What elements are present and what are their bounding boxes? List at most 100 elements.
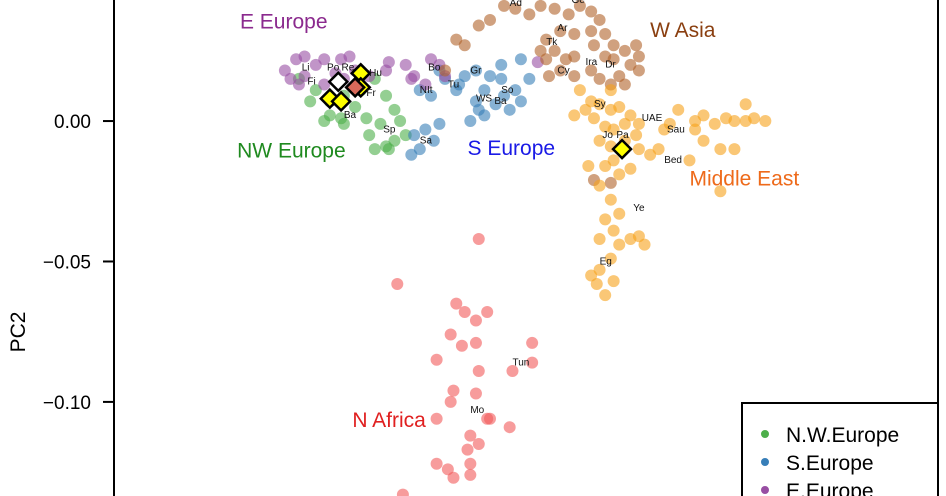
point-s-europe bbox=[514, 95, 527, 108]
population-label: UAE bbox=[642, 113, 663, 124]
point-n-africa bbox=[464, 468, 477, 481]
population-label: Li bbox=[302, 62, 310, 73]
point-middle-east bbox=[708, 117, 721, 130]
point-nw-europe bbox=[374, 117, 387, 130]
legend-marker bbox=[761, 430, 769, 438]
population-label: Tu bbox=[448, 79, 459, 90]
point-e-europe bbox=[382, 56, 395, 69]
point-n-africa bbox=[526, 356, 539, 369]
point-n-africa bbox=[458, 306, 471, 319]
point-middle-east bbox=[582, 159, 595, 172]
highlighted-sample-diamond bbox=[344, 76, 366, 99]
point-e-europe bbox=[424, 53, 437, 66]
point-s-europe bbox=[523, 72, 536, 85]
point-w-asia bbox=[523, 8, 536, 21]
point-w-asia bbox=[585, 5, 598, 18]
point-s-europe bbox=[413, 143, 426, 156]
population-label: Pa bbox=[616, 130, 629, 141]
point-s-europe bbox=[514, 53, 527, 66]
population-label: Ira bbox=[586, 57, 598, 68]
population-label: Sy bbox=[594, 99, 606, 110]
point-middle-east bbox=[604, 84, 617, 97]
point-w-asia bbox=[630, 39, 643, 52]
point-w-asia bbox=[585, 25, 598, 38]
point-w-asia bbox=[632, 50, 645, 63]
point-w-asia bbox=[632, 64, 645, 77]
point-middle-east bbox=[607, 154, 620, 167]
point-middle-east bbox=[624, 162, 637, 175]
point-w-asia bbox=[498, 0, 511, 12]
point-middle-east bbox=[585, 95, 598, 108]
point-middle-east bbox=[630, 129, 643, 142]
point-w-asia bbox=[587, 39, 600, 52]
point-e-europe bbox=[318, 78, 331, 91]
point-s-europe bbox=[478, 84, 491, 97]
point-middle-east bbox=[714, 143, 727, 156]
point-s-europe bbox=[498, 89, 511, 102]
point-middle-east bbox=[604, 252, 617, 265]
point-w-asia bbox=[604, 176, 617, 189]
point-n-africa bbox=[481, 306, 494, 319]
legend-label: E.Europe bbox=[786, 480, 874, 496]
point-e-europe bbox=[343, 50, 356, 63]
point-w-asia bbox=[607, 53, 620, 66]
point-s-europe bbox=[408, 129, 421, 142]
population-label: Ye bbox=[633, 203, 645, 214]
point-e-europe bbox=[405, 72, 418, 85]
point-middle-east bbox=[579, 103, 592, 116]
point-s-europe bbox=[509, 84, 522, 97]
population-label: Cy bbox=[557, 65, 569, 76]
point-n-africa bbox=[483, 412, 496, 425]
point-s-europe bbox=[419, 123, 432, 136]
point-s-europe bbox=[427, 134, 440, 147]
point-nw-europe bbox=[360, 112, 373, 125]
group-label: N Africa bbox=[352, 409, 426, 432]
y-tick-label: −0.10 bbox=[43, 393, 91, 414]
point-middle-east bbox=[739, 98, 752, 111]
point-middle-east bbox=[613, 238, 626, 251]
population-label: Hu bbox=[369, 68, 382, 79]
highlighted-sample-diamond bbox=[327, 70, 350, 93]
point-w-asia bbox=[509, 2, 522, 15]
point-n-africa bbox=[503, 421, 516, 434]
point-middle-east bbox=[599, 159, 612, 172]
population-label: Gr bbox=[470, 65, 482, 76]
population-label: WS bbox=[476, 93, 492, 104]
population-label: Ba bbox=[344, 110, 357, 121]
point-n-africa bbox=[447, 384, 460, 397]
point-middle-east bbox=[593, 134, 606, 147]
point-n-africa bbox=[430, 353, 443, 366]
point-n-africa bbox=[396, 488, 409, 496]
point-middle-east bbox=[689, 123, 702, 136]
point-nw-europe bbox=[388, 134, 401, 147]
legend: N.W.Europe S.Europe E.Europe bbox=[741, 402, 939, 496]
point-middle-east bbox=[632, 143, 645, 156]
point-s-europe bbox=[424, 89, 437, 102]
point-n-africa bbox=[430, 412, 443, 425]
population-label: Eg bbox=[600, 256, 612, 267]
point-w-asia bbox=[599, 27, 612, 40]
point-nw-europe bbox=[380, 89, 393, 102]
point-middle-east bbox=[748, 112, 761, 125]
point-w-asia bbox=[540, 53, 553, 66]
point-middle-east bbox=[759, 115, 772, 128]
population-label: So bbox=[501, 85, 514, 96]
point-middle-east bbox=[613, 101, 626, 114]
point-nw-europe bbox=[318, 115, 331, 128]
point-nw-europe bbox=[309, 84, 322, 97]
point-middle-east bbox=[632, 230, 645, 243]
point-middle-east bbox=[638, 238, 651, 251]
point-e-europe bbox=[318, 53, 331, 66]
point-middle-east bbox=[587, 112, 600, 125]
point-nw-europe bbox=[363, 129, 376, 142]
group-label: NW Europe bbox=[237, 140, 346, 163]
point-middle-east bbox=[590, 277, 603, 290]
point-e-europe bbox=[399, 58, 412, 71]
population-label: Fi bbox=[307, 77, 315, 88]
point-n-africa bbox=[472, 438, 485, 451]
legend-marker bbox=[761, 486, 769, 494]
point-w-asia bbox=[593, 72, 606, 85]
point-middle-east bbox=[593, 233, 606, 246]
point-middle-east bbox=[593, 179, 606, 192]
population-label: Bo bbox=[428, 62, 441, 73]
